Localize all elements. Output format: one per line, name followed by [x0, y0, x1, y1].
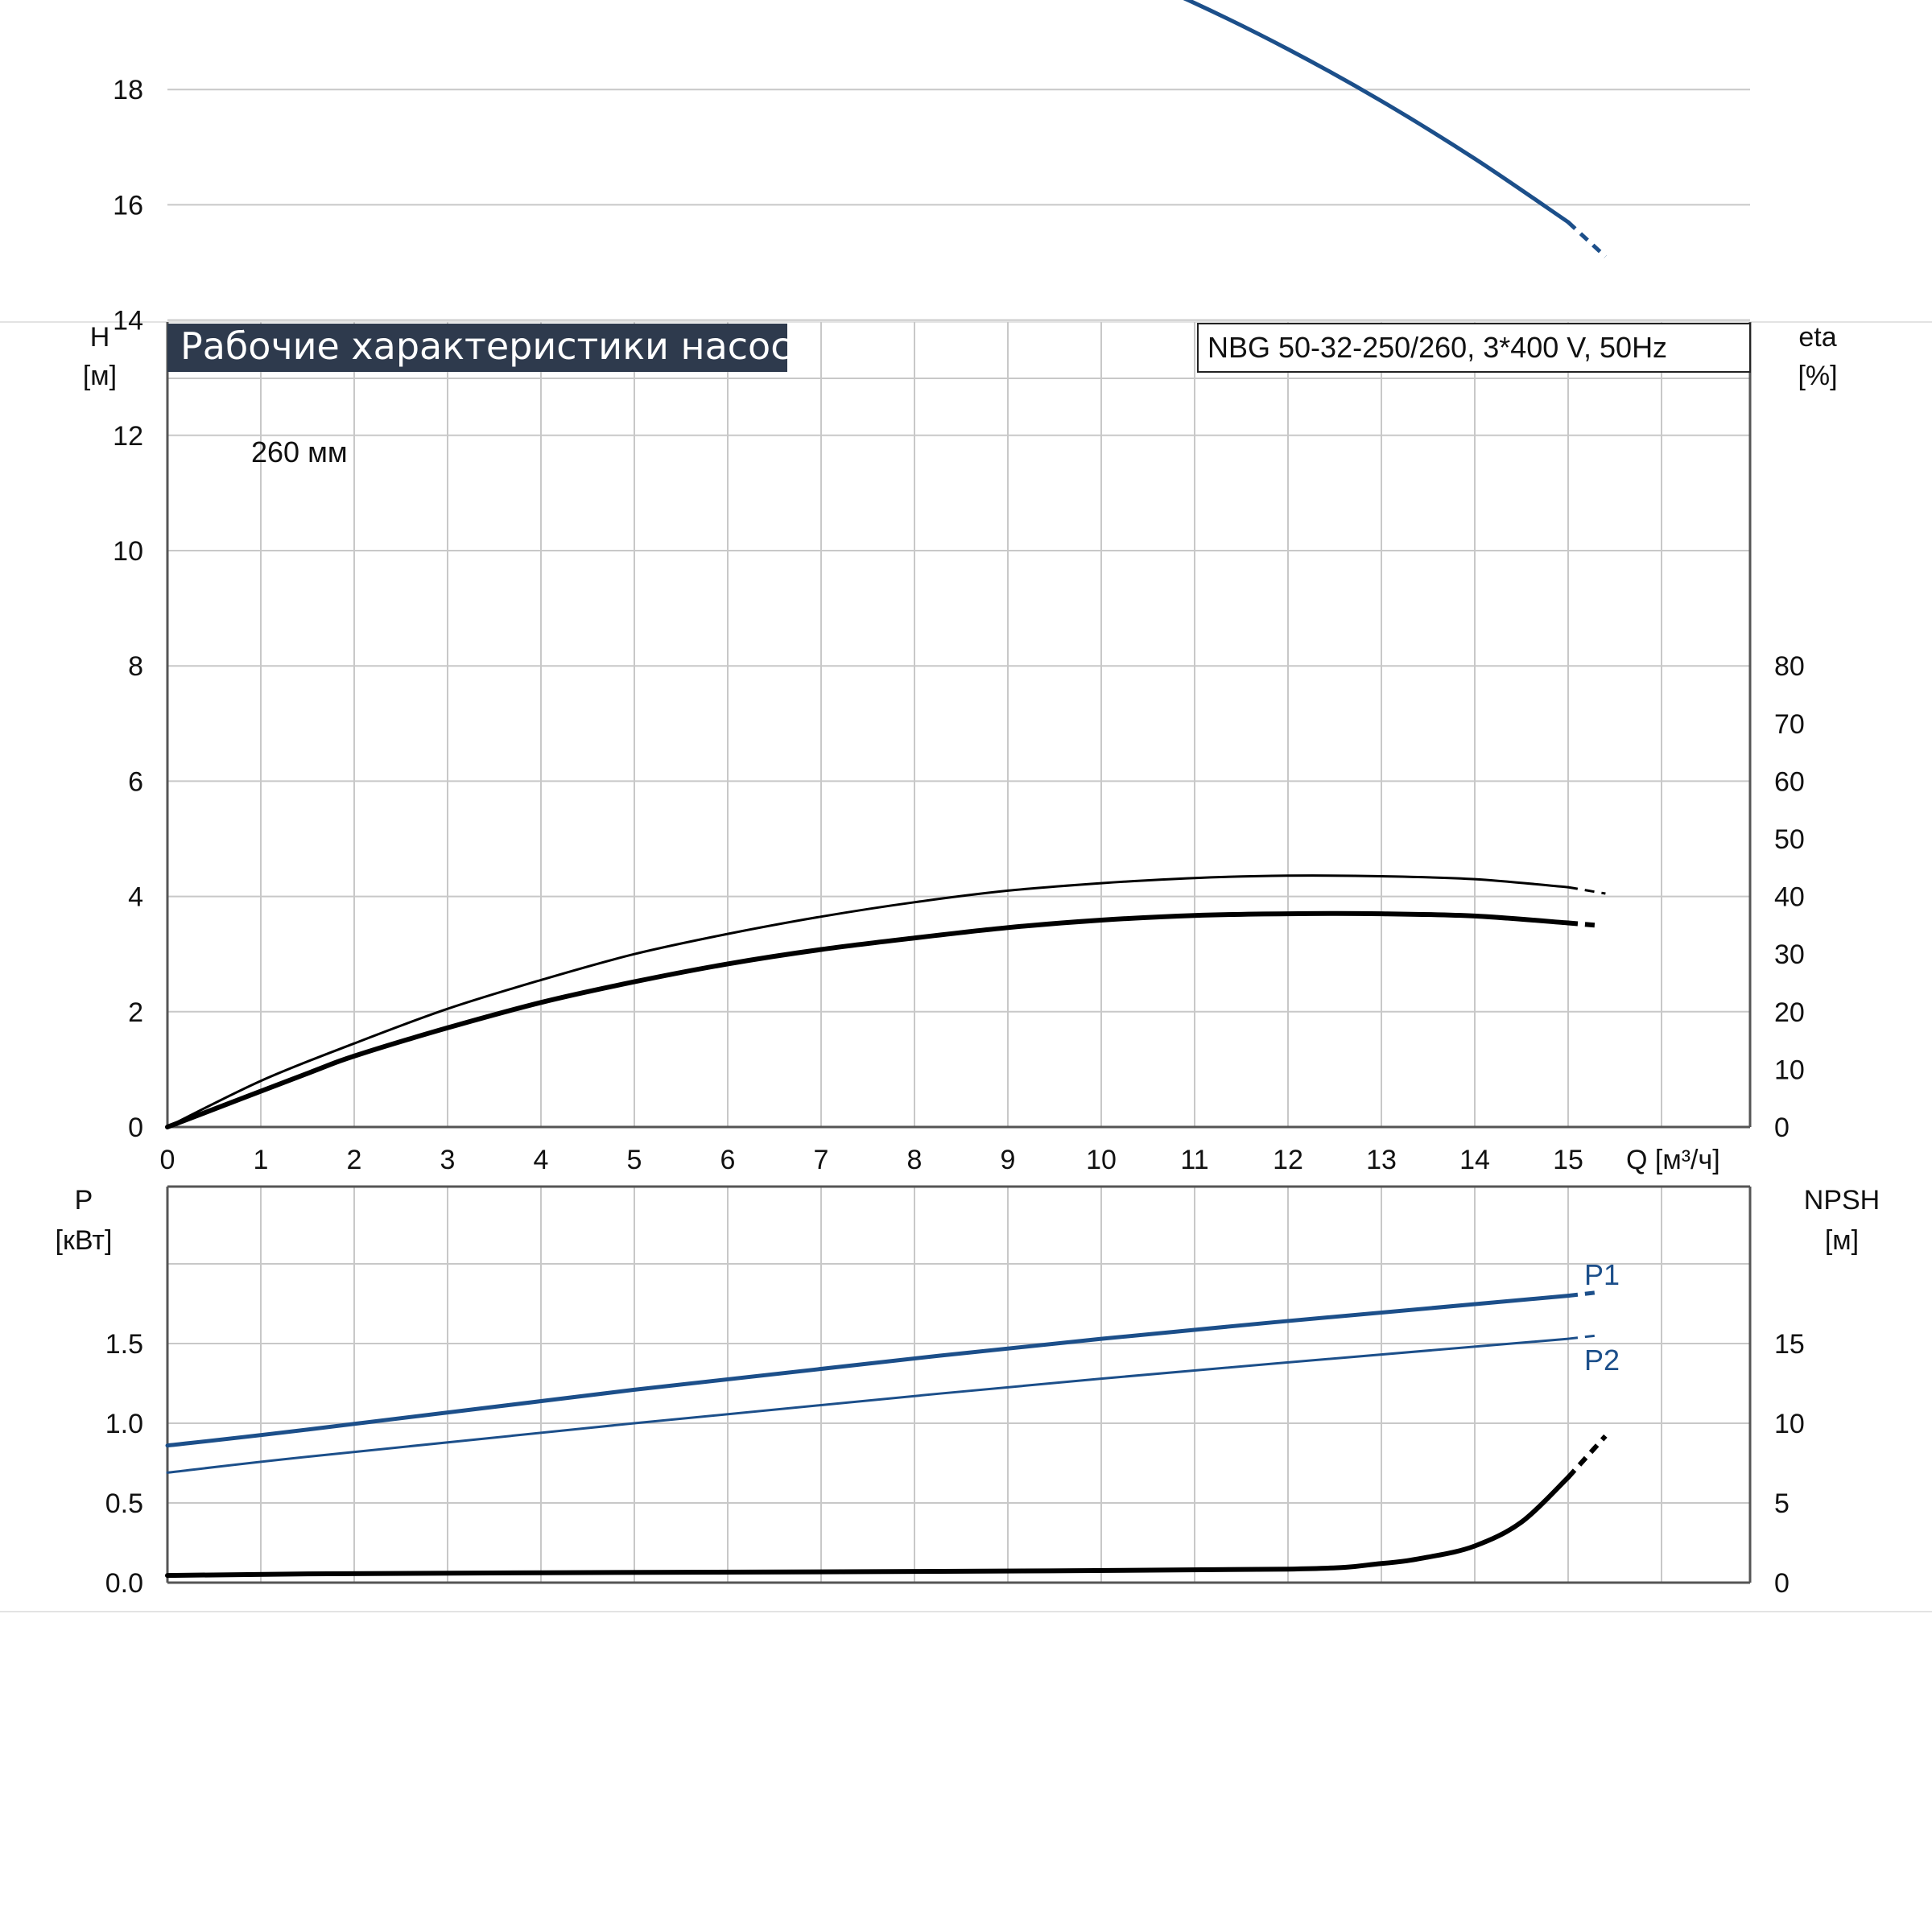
model-label: NBG 50-32-250/260, 3*400 V, 50Hz	[1208, 331, 1667, 364]
y-right-tick-label: 30	[1774, 939, 1805, 970]
series-eta_lower	[165, 910, 1571, 1129]
y-left-tick-label: 8	[128, 651, 143, 682]
y-left-tick-label: 16	[113, 190, 143, 221]
series-P1-extension	[1567, 1290, 1597, 1298]
npsh-tick-label: 15	[1774, 1329, 1805, 1360]
lower-right-axis-label-2: [м]	[1825, 1225, 1859, 1256]
upper-right-axis-label-2: [%]	[1798, 361, 1837, 391]
series-NPSH	[165, 1475, 1571, 1579]
y-right-tick-label: 40	[1774, 882, 1805, 913]
x-tick-label: 7	[814, 1145, 829, 1175]
x-tick-label: 5	[627, 1145, 642, 1175]
y-left-tick-label: 2	[128, 997, 143, 1028]
upper-grid	[166, 89, 1752, 1129]
y-right-tick-label: 50	[1774, 824, 1805, 855]
y-right-tick-label: 80	[1774, 651, 1805, 682]
x-tick-label: 4	[534, 1145, 549, 1175]
series-eta_upper-extension	[1567, 886, 1606, 895]
y-right-tick-label: 70	[1774, 709, 1805, 740]
series-P1	[165, 1294, 1571, 1448]
model-box	[1197, 323, 1751, 373]
npsh-tick-label: 5	[1774, 1488, 1790, 1519]
x-tick-label: 9	[1001, 1145, 1016, 1175]
lower-left-axis-label-2: [кВт]	[56, 1225, 113, 1256]
y-right-tick-label: 0	[1774, 1113, 1790, 1143]
y-right-tick-label: 60	[1774, 766, 1805, 797]
x-tick-label: 10	[1086, 1145, 1117, 1175]
upper-tick-labels: 0246810121416182022240102030405060708001…	[113, 75, 1805, 1175]
p-tick-label: 1.5	[105, 1329, 143, 1360]
chart-title: Рабочие характеристики насоса	[180, 324, 814, 368]
lower-series-group	[165, 1290, 1608, 1579]
upper-left-axis-label-2: [м]	[83, 361, 117, 391]
x-tick-label: 12	[1273, 1145, 1303, 1175]
impeller-diameter-label: 260 мм	[251, 436, 348, 469]
x-tick-label: 1	[254, 1145, 269, 1175]
series-eta_upper	[166, 874, 1570, 1129]
p-tick-label: 0.5	[105, 1488, 143, 1519]
series-P2-extension	[1567, 1334, 1596, 1340]
y-left-tick-label: 4	[128, 882, 143, 913]
lower-right-axis-label-1: NPSH	[1804, 1185, 1880, 1216]
y-left-tick-label: 18	[113, 75, 143, 105]
title-background	[167, 324, 787, 372]
series-H-extension	[1567, 221, 1608, 258]
y-left-tick-label: 0	[128, 1113, 143, 1143]
y-right-tick-label: 10	[1774, 1055, 1805, 1085]
x-tick-label: 6	[720, 1145, 736, 1175]
x-tick-label: 13	[1366, 1145, 1397, 1175]
series-label-p2: P2	[1584, 1344, 1620, 1377]
y-left-tick-label: 6	[128, 766, 143, 797]
x-tick-label: 11	[1180, 1145, 1208, 1175]
npsh-tick-label: 0	[1774, 1568, 1790, 1599]
y-left-tick-label: 14	[113, 306, 143, 336]
upper-series-group	[165, 0, 1608, 1129]
series-NPSH-extension	[1566, 1434, 1608, 1480]
x-axis-label: Q [м³/ч]	[1626, 1145, 1720, 1175]
x-tick-label: 2	[347, 1145, 362, 1175]
p-tick-label: 1.0	[105, 1409, 143, 1439]
x-tick-label: 0	[160, 1145, 175, 1175]
x-tick-label: 8	[907, 1145, 923, 1175]
y-left-tick-label: 10	[113, 536, 143, 567]
series-label-p1: P1	[1584, 1258, 1620, 1291]
lower-grid	[166, 1185, 1752, 1584]
upper-right-axis-label-1: eta	[1798, 322, 1836, 353]
x-tick-label: 3	[440, 1145, 456, 1175]
x-tick-label: 15	[1553, 1145, 1583, 1175]
upper-left-axis-label-1: H	[90, 322, 110, 353]
series-P2	[166, 1337, 1570, 1474]
series-eta_lower-extension	[1567, 920, 1597, 928]
series-H	[1183, 0, 1571, 225]
y-right-tick-label: 20	[1774, 997, 1805, 1028]
lower-left-axis-label-1: P	[75, 1185, 93, 1216]
npsh-tick-label: 10	[1774, 1409, 1805, 1439]
x-tick-label: 14	[1459, 1145, 1490, 1175]
y-left-tick-label: 12	[113, 421, 143, 452]
p-tick-label: 0.0	[105, 1568, 143, 1599]
lower-tick-labels: 0.0 0.5 1.0 1.5 0 5 10 15	[105, 1329, 1805, 1599]
